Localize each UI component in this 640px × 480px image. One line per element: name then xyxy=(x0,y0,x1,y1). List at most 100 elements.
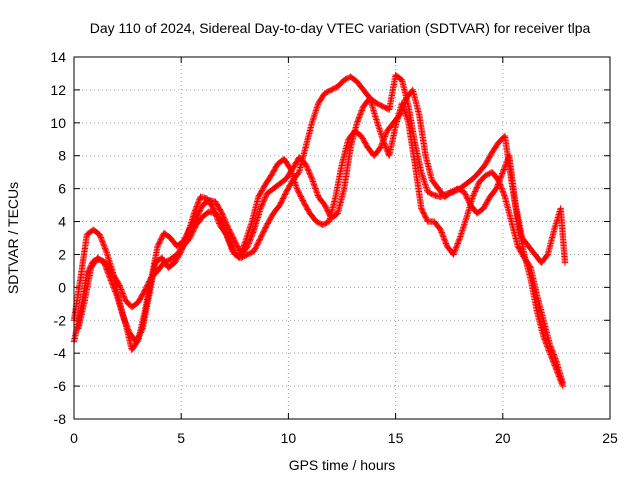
point-s2-7-6 xyxy=(123,322,130,329)
x-tick-label-25: 25 xyxy=(602,430,618,446)
point-s2-4-10 xyxy=(106,273,113,280)
chart-title: Day 110 of 2024, Sidereal Day-to-day VTE… xyxy=(90,20,591,36)
point-s1-44-2 xyxy=(354,116,362,124)
point-s2-21-10 xyxy=(215,218,222,226)
point-s0-73-1 xyxy=(540,334,548,342)
point-s1-62-2 xyxy=(470,190,478,198)
x-tick-label-20: 20 xyxy=(495,430,511,446)
point-s1-57-8 xyxy=(441,237,449,244)
point-s1-66-7 xyxy=(499,186,506,194)
point-s2-50-10 xyxy=(402,97,409,105)
point-s2-32-7 xyxy=(286,164,293,171)
y-axis-label: SDTVAR / TECUs xyxy=(5,182,21,294)
point-s2-50-6 xyxy=(399,103,407,110)
point-s1-27 xyxy=(244,243,251,250)
x-tick-labels: 0 5 10 15 20 25 xyxy=(70,430,618,446)
point-s1-59-1 xyxy=(450,249,458,257)
point-s2-23-5 xyxy=(225,238,233,245)
point-s2-16-7 xyxy=(181,238,189,245)
point-s1-57-10 xyxy=(442,240,450,247)
x-axis-label: GPS time / hours xyxy=(289,457,396,473)
point-s2-47-5 xyxy=(380,137,387,144)
point-s1-23-9 xyxy=(223,222,231,229)
point-s1-44-6 xyxy=(357,111,364,118)
point-s2-21-2 xyxy=(211,207,218,215)
point-s1-44-10 xyxy=(359,105,366,113)
point-s2-18-8 xyxy=(195,199,202,206)
point-s1-23-2 xyxy=(219,212,227,220)
point-s2-18-5 xyxy=(193,203,200,210)
point-s2-9-9 xyxy=(138,326,146,334)
y-tick-label-0: 0 xyxy=(58,279,66,295)
point-s2-4-2 xyxy=(101,262,109,269)
point-s2-23-9 xyxy=(227,243,235,251)
point-s1-66-11 xyxy=(501,192,508,199)
y-tick-label--8: -8 xyxy=(54,411,67,427)
point-s1-36 xyxy=(302,160,309,168)
point-s2-7-10 xyxy=(125,327,132,334)
point-s2-4-5 xyxy=(103,266,110,273)
point-s1-57-3 xyxy=(439,230,446,238)
point-s2-50-7 xyxy=(400,101,407,109)
point-s2-50-1 xyxy=(397,110,404,117)
point-s1-62-6 xyxy=(473,185,480,192)
point-s2-21-5 xyxy=(212,212,220,219)
point-s1-59-4 xyxy=(452,245,459,253)
point-s1-48-7 xyxy=(383,145,390,153)
point-s1-36-1 xyxy=(302,162,310,169)
point-s1-36-6 xyxy=(305,168,313,176)
point-s1-74-2 xyxy=(547,344,555,351)
point-s2-25 xyxy=(235,254,243,261)
point-s2-47-10 xyxy=(382,130,390,137)
point-s1-74-4 xyxy=(548,347,556,354)
point-s1-59-11 xyxy=(456,236,463,243)
point-s1-44-8 xyxy=(358,108,365,116)
point-s2-18-7 xyxy=(194,200,202,207)
point-s2-65-9 xyxy=(497,173,505,180)
point-s2-23-7 xyxy=(226,241,234,248)
point-s1-62-1 xyxy=(470,192,477,199)
point-s2-4 xyxy=(100,259,108,266)
point-s2-65-10 xyxy=(498,171,505,179)
point-s1-44-3 xyxy=(355,115,362,122)
point-s2-47-3 xyxy=(379,140,386,147)
point-s1-62-9 xyxy=(474,181,482,188)
point-s2-25-8 xyxy=(240,243,247,250)
point-s2-66-6 xyxy=(502,160,510,168)
point-s2-18-1 xyxy=(191,208,198,216)
point-s2-25-11 xyxy=(241,239,249,246)
point-s1-59-10 xyxy=(455,237,463,244)
point-s1-59-8 xyxy=(454,240,461,247)
point-s1-74-11 xyxy=(552,356,560,364)
point-s2-72-6 xyxy=(543,252,551,259)
point-s1-29 xyxy=(257,205,264,212)
point-s0-34-6 xyxy=(295,170,302,177)
point-s2-18-2 xyxy=(191,207,199,214)
point-s2-7 xyxy=(120,313,127,321)
point-s2-65-11 xyxy=(499,170,506,177)
point-s1-27-4 xyxy=(246,237,254,244)
point-s2-66 xyxy=(499,168,506,176)
point-s1-59-9 xyxy=(455,238,462,246)
point-s2-5-9 xyxy=(112,288,119,295)
point-s1-44-7 xyxy=(357,110,364,117)
point-s2-47-9 xyxy=(382,131,389,139)
point-s2-25-1 xyxy=(236,253,243,260)
point-s1-36-3 xyxy=(304,164,311,172)
point-s1-66-10 xyxy=(500,190,508,198)
point-s1-57-9 xyxy=(442,238,449,246)
point-s2-50 xyxy=(396,111,404,118)
point-s1-59-3 xyxy=(451,247,459,254)
point-s1-4 xyxy=(96,231,103,238)
point-s1-29-6 xyxy=(260,197,268,204)
point-s1-36-10 xyxy=(308,174,315,181)
point-s1-62-3 xyxy=(471,189,478,197)
point-s1-57-1 xyxy=(437,227,445,235)
y-tick-label-14: 14 xyxy=(50,49,66,65)
point-s2-18-4 xyxy=(193,204,200,212)
point-s2-5-5 xyxy=(109,282,117,290)
point-s2-5-4 xyxy=(109,281,116,288)
point-s2-47-8 xyxy=(381,133,389,140)
point-s1-4-5 xyxy=(99,238,106,245)
point-s2-25-6 xyxy=(239,246,246,253)
